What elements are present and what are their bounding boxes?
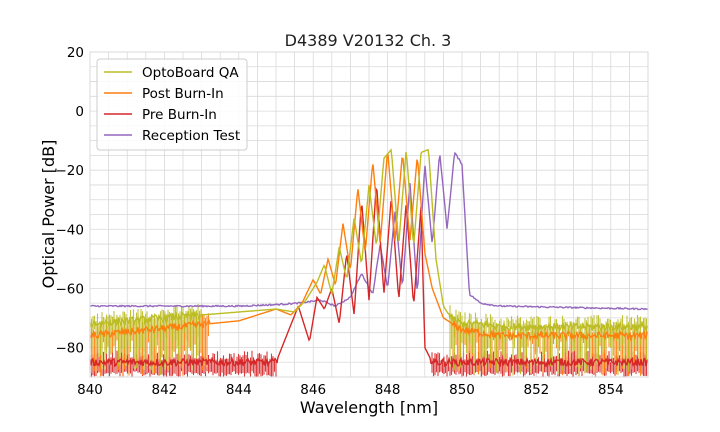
x-tick-label: 850 <box>449 382 475 398</box>
y-tick-label: −80 <box>56 340 85 356</box>
x-tick-label: 848 <box>375 382 401 398</box>
chart-title: D4389 V20132 Ch. 3 <box>285 31 452 50</box>
x-tick-label: 840 <box>77 382 103 398</box>
x-tick-label: 846 <box>300 382 326 398</box>
legend-entry-label: Post Burn-In <box>142 86 224 102</box>
x-tick-labels: 840 842 844 846 848 850 852 854 <box>77 382 624 398</box>
y-tick-label: −20 <box>56 163 85 179</box>
x-tick-label: 852 <box>524 382 550 398</box>
legend-entry-label: Pre Burn-In <box>142 107 217 123</box>
series-line <box>89 151 649 311</box>
x-tick-label: 844 <box>226 382 252 398</box>
x-axis-label: Wavelength [nm] <box>300 398 438 417</box>
legend-entry-label: Reception Test <box>142 128 240 144</box>
series-line <box>89 186 649 369</box>
legend: OptoBoard QA Post Burn-In Pre Burn-In Recep… <box>96 58 248 151</box>
legend-entry-label: OptoBoard QA <box>142 65 239 81</box>
y-tick-label: 20 <box>67 45 84 61</box>
series-line <box>89 148 649 333</box>
series-lines <box>89 148 649 369</box>
x-tick-label: 854 <box>598 382 624 398</box>
y-tick-label: 0 <box>75 104 84 120</box>
y-tick-label: −40 <box>56 222 85 238</box>
legend-box <box>96 58 248 151</box>
x-tick-label: 842 <box>152 382 178 398</box>
plot-frame <box>89 51 649 378</box>
y-tick-label: −60 <box>56 281 85 297</box>
series-line <box>89 154 649 342</box>
y-axis-label: Optical Power [dB] <box>39 140 58 289</box>
y-tick-labels: 20 0 −20 −40 −60 −80 <box>56 45 85 356</box>
